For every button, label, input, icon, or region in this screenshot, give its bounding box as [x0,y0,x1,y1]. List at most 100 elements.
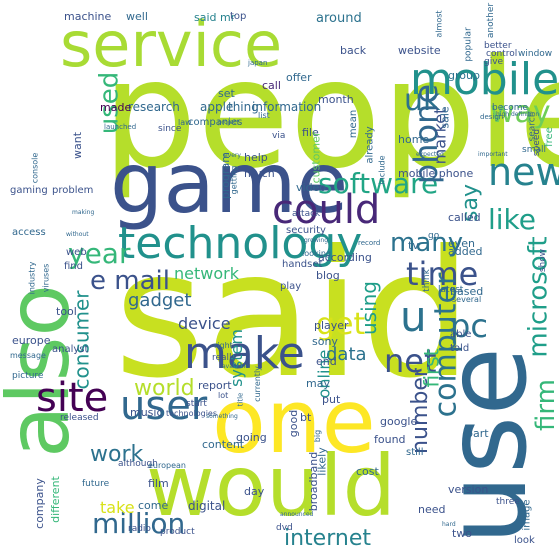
word-come: come [138,499,169,512]
word-two: two [452,527,473,540]
word-future: future [82,479,110,489]
word-technology: technology [118,218,363,269]
word-console: console [30,152,40,184]
word-e-mail: e mail [90,266,170,296]
word-three: three [496,497,520,507]
word-likely: likely [315,447,329,476]
word-via: via [272,131,286,141]
word-year: year [68,237,131,270]
word-tv: tv [408,239,419,252]
word-may: may [306,377,330,390]
word-machine: machine [64,10,112,23]
word-find: find [64,261,83,272]
word-service: service [60,8,283,81]
word-get: get [316,307,366,342]
word-around: around [316,11,362,26]
word-start: start [186,399,207,409]
word-people: people [102,28,559,202]
word-better: better [484,41,512,51]
word-announced: announced [280,511,314,518]
word-since: since [158,124,182,134]
word-mobile-phone: mobile phone [398,167,474,180]
word-look: look [514,535,535,546]
word-file: file [302,126,319,139]
word-several: several [452,295,482,304]
word-said: said [114,214,473,417]
word-big: big [313,429,323,443]
word-tool: tool [56,305,77,318]
word-important: important [478,151,508,158]
word-time: time [406,255,479,293]
word-first: first [419,348,444,388]
word-launched: launched [104,123,137,131]
word-list: list [258,111,270,120]
word-make: make [184,328,305,379]
word-put: put [322,393,341,406]
word-using: using [357,280,382,336]
word-way: way [490,95,551,130]
word-mean: mean [348,109,360,139]
word-would: would [146,437,396,535]
word-analyst: analyst [52,344,89,355]
word-top: top [230,11,247,22]
word-hard: hard [442,521,456,528]
word-image: image [521,499,533,531]
word-record: record [358,239,381,247]
word-design: design [480,113,504,121]
word-play: play [280,281,302,292]
word-law: law [178,118,192,127]
word-need: need [418,503,446,516]
word-sony: sony [312,335,338,348]
word-home: home [398,133,430,146]
word-companies: companies [188,117,243,128]
word-growing: growing [304,237,328,244]
word-want: want [71,131,85,160]
word-end: end [316,355,337,368]
word-firm: firm [530,379,559,431]
word-project: project [218,119,239,126]
word-set: set [218,87,235,100]
word-right: right [214,341,233,350]
word-sale: sale [438,106,452,129]
word-window: window [518,49,553,59]
word-web: web [66,247,87,258]
word-viruses: viruses [41,263,51,293]
word-new: new [488,150,559,194]
word-access: access [12,227,46,238]
word-told: told [450,343,470,354]
word-picture: picture [12,371,44,381]
word-month: month [318,93,354,106]
word-found: found [374,433,406,446]
word-help: help [244,151,268,164]
word-really: really [212,353,237,363]
word-still: still [406,447,424,458]
word-making: making [72,209,95,216]
word-able: able [450,329,472,340]
word-product: product [160,527,195,537]
word-report: report [198,379,232,392]
word-problem: problem [52,185,94,196]
word-u: u [400,292,427,341]
word-different: different [48,476,62,523]
word-information: information [252,100,322,114]
word-gadget: gadget [128,290,192,311]
word-blog: blog [316,269,340,282]
word-bt: bt [300,411,312,424]
word-million: million [92,507,186,540]
word-pc: pc [450,307,488,345]
word-game: game [110,134,349,232]
word-thing: thing [228,100,259,114]
word-added: added [448,245,483,258]
word-cost: cost [356,465,379,478]
word-message: message [10,351,46,360]
word-latest: latest [438,285,464,295]
word-lot: lot [218,391,229,400]
word-site: site [36,375,109,421]
word-based: based [450,285,484,298]
word-japan: japan [248,59,268,67]
word-technologies: technologies [166,409,217,418]
word-film: film [148,477,169,490]
word-show: show [538,248,549,273]
word-group: group [448,69,480,82]
word-world: world [134,376,195,401]
